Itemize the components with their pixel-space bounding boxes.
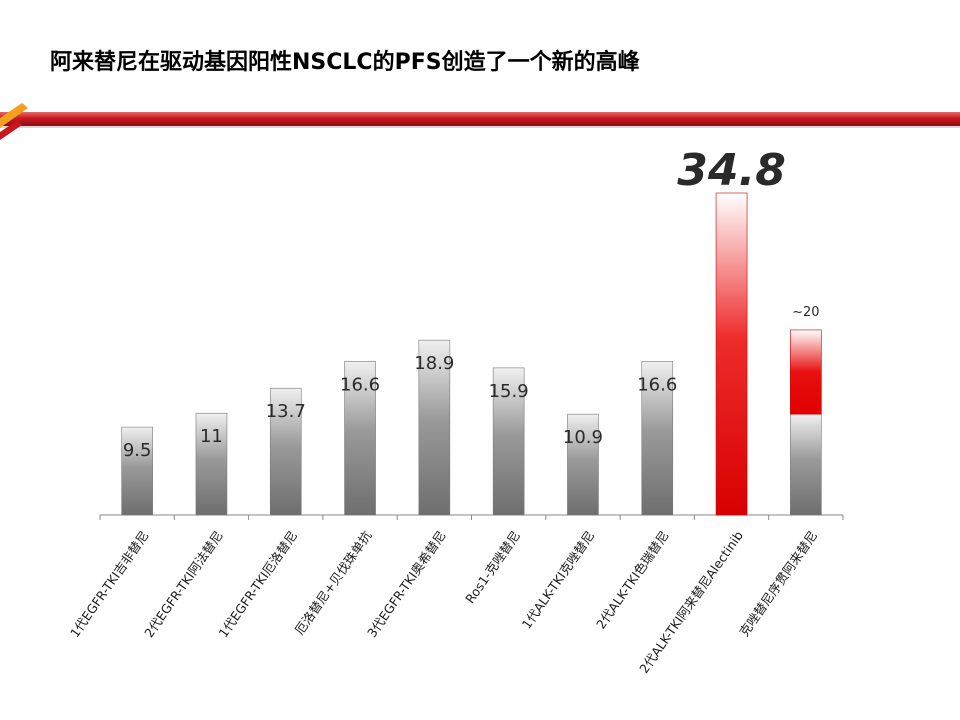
bar-segment-alectinib [790, 329, 822, 415]
bar-value-label: ~20 [792, 305, 819, 320]
header-red-band [0, 112, 960, 126]
bar [641, 361, 674, 516]
category-label: 1代ALK-TKI克唑替尼 [519, 528, 598, 631]
category-label: 2代EGFR-TKI阿法替尼 [141, 528, 226, 640]
bar [195, 412, 228, 516]
bar [492, 367, 525, 516]
bar-value-label: 10.9 [563, 427, 603, 448]
bar-value-label: 15.9 [489, 381, 529, 402]
category-label: 厄洛替尼+贝伐珠单抗 [292, 528, 375, 638]
category-label: 3代EGFR-TKI奥希替尼 [364, 528, 449, 640]
bar-alectinib-highlight [715, 192, 748, 516]
plot-area: 9.5 1代EGFR-TKI吉非替尼 11 2代EGFR-TKI阿法替尼 13.7 1代E… [67, 145, 844, 676]
bar [418, 339, 451, 516]
category-label: 2代ALK-TKI色瑞替尼 [593, 528, 672, 631]
corner-gold-stripe [0, 103, 28, 128]
header-shadow-line [0, 126, 960, 128]
category-label: 1代EGFR-TKI吉非替尼 [67, 528, 152, 640]
bar [567, 413, 599, 516]
bar [269, 387, 302, 516]
corner-red-stripe [0, 120, 22, 140]
bar-value-label: 16.6 [340, 374, 380, 395]
bar-value-label: 16.6 [637, 374, 677, 395]
bar-value-label: 13.7 [266, 401, 306, 422]
bar-value-label: 18.9 [414, 353, 454, 374]
bar [344, 361, 376, 516]
bar [121, 426, 153, 516]
category-label: 克唑替尼序贯阿来替尼 [736, 528, 820, 639]
category-label: Ros1-克唑替尼 [462, 528, 523, 606]
slide-title: 阿来替尼在驱动基因阳性NSCLC的PFS创造了一个新的高峰 [50, 50, 640, 75]
bar-value-label: 11 [200, 426, 223, 447]
bar-value-label: 9.5 [123, 440, 152, 461]
header-stripe-decoration [0, 103, 960, 140]
bar-segment-prior-therapy [790, 413, 822, 516]
bar-value-label: 34.8 [677, 145, 786, 196]
category-label: 1代EGFR-TKI厄洛替尼 [215, 528, 300, 640]
